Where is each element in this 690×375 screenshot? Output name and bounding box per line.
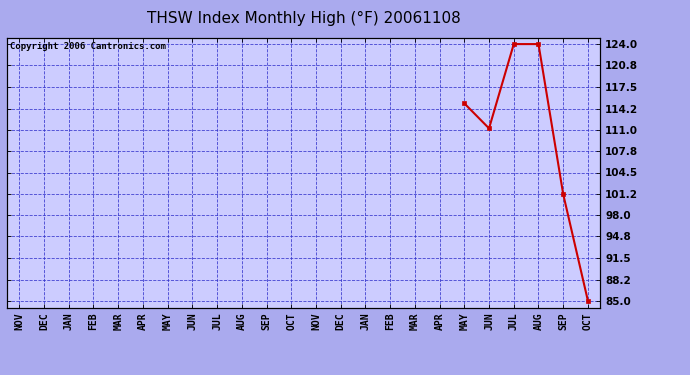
Text: THSW Index Monthly High (°F) 20061108: THSW Index Monthly High (°F) 20061108 (147, 11, 460, 26)
Text: Copyright 2006 Cantronics.com: Copyright 2006 Cantronics.com (10, 42, 166, 51)
